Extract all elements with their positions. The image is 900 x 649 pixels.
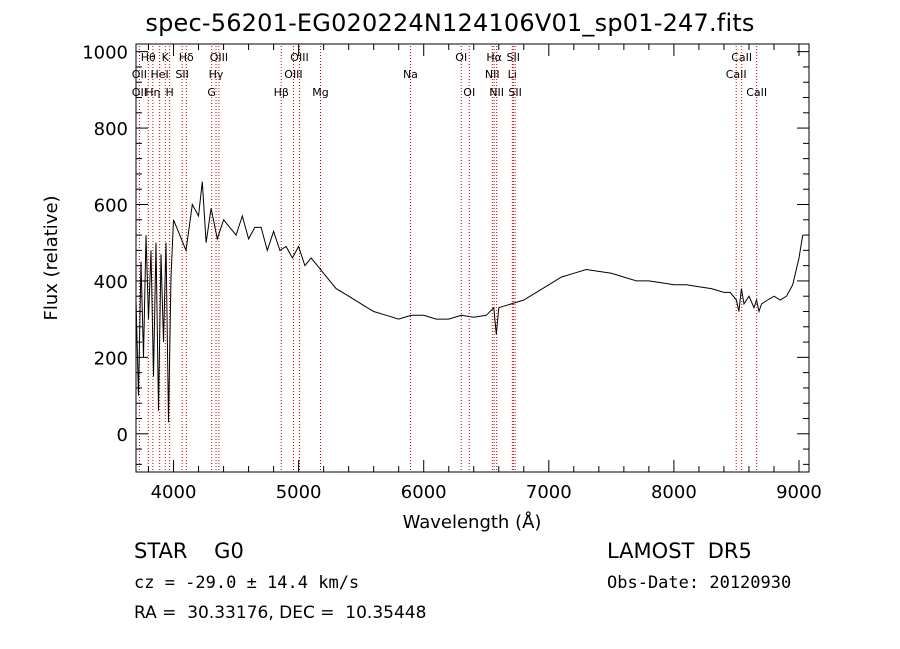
spectral-line-label: K xyxy=(162,51,170,64)
survey-name: LAMOST DR5 xyxy=(607,539,752,563)
spectral-line-label: CaII xyxy=(726,68,747,81)
spectral-line-label: G xyxy=(207,86,216,99)
redshift-value: cz = -29.0 ± 14.4 km/s xyxy=(134,573,360,593)
spectral-line-label: Hγ xyxy=(209,68,224,81)
x-tick-label: 6000 xyxy=(401,482,447,503)
spectral-line-label: NII xyxy=(489,86,504,99)
spectral-line-label: Hδ xyxy=(179,51,194,64)
spectral-line-label: HeI xyxy=(150,68,168,81)
object-class: STAR G0 xyxy=(134,539,244,563)
spectral-line-label: CaII xyxy=(731,51,752,64)
y-tick-label: 400 xyxy=(94,272,128,293)
chart-title: spec-56201-EG020224N124106V01_sp01-247.f… xyxy=(145,9,755,37)
spectral-line-label: Na xyxy=(403,68,418,81)
y-tick-label: 600 xyxy=(94,196,128,217)
y-tick-label: 800 xyxy=(94,119,128,140)
spectral-line-label: OIII xyxy=(290,51,308,64)
spectral-line-label: OIII xyxy=(284,68,302,81)
plot-frame xyxy=(135,43,810,473)
spectral-line-label: SII xyxy=(175,68,188,81)
spectral-line-label: OII xyxy=(132,68,147,81)
x-tick-label: 9000 xyxy=(776,482,822,503)
x-tick-label: 7000 xyxy=(526,482,572,503)
sky-coordinates: RA = 30.33176, DEC = 10.35448 xyxy=(134,603,427,623)
y-tick-label: 1000 xyxy=(82,43,128,64)
spectrum-line xyxy=(135,181,804,423)
spectral-line-label: Hα xyxy=(486,51,502,64)
y-axis-label: Flux (relative) xyxy=(41,195,62,320)
spectral-line-label: Li xyxy=(508,68,517,81)
spectral-line-label: Mg xyxy=(312,86,328,99)
spectral-line-label: CaII xyxy=(746,86,767,99)
x-tick-label: 4000 xyxy=(151,482,197,503)
spectral-line-markers xyxy=(138,46,758,472)
x-axis-label: Wavelength (Å) xyxy=(403,511,542,533)
y-tick-label: 0 xyxy=(117,425,128,446)
spectral-line-label: OIII xyxy=(210,51,228,64)
spectral-line-label: Hη xyxy=(145,86,160,99)
spectral-line-label: NII xyxy=(485,68,500,81)
spectral-line-label: SII xyxy=(507,51,520,64)
spectral-line-label: OI xyxy=(463,86,475,99)
spectral-line-label: Hβ xyxy=(274,86,289,99)
spectral-line-label: OI xyxy=(455,51,467,64)
y-tick-label: 200 xyxy=(94,348,128,369)
spectral-line-label: SII xyxy=(508,86,521,99)
spectral-line-label: Hθ xyxy=(141,51,156,64)
x-tick-label: 8000 xyxy=(651,482,697,503)
observation-date: Obs-Date: 20120930 xyxy=(607,573,792,593)
spectral-line-label: H xyxy=(166,86,174,99)
x-tick-label: 5000 xyxy=(276,482,322,503)
spectral-line-label: OII xyxy=(132,86,147,99)
axis-ticks: 4000 5000 6000 7000 8000 9000 0 200 400 600 800 100… xyxy=(82,43,822,503)
